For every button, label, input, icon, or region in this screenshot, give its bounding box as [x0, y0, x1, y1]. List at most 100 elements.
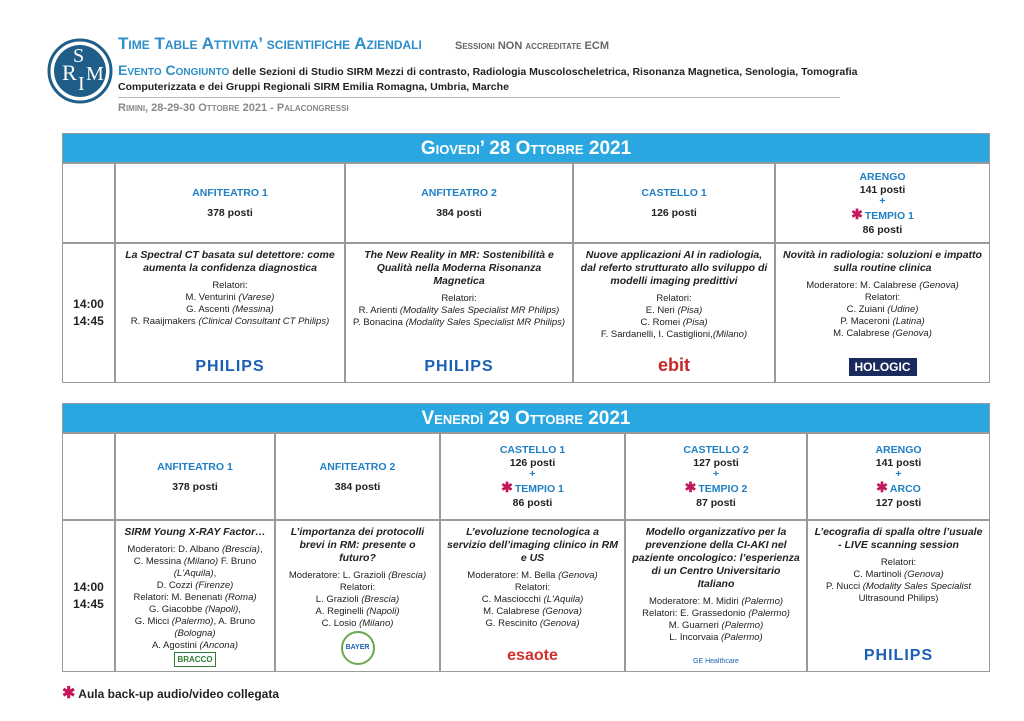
room-name: ANFITEATRO 2 [421, 187, 497, 199]
speaker-line: Relatori: [864, 292, 901, 303]
room-seats: 378 posti [172, 480, 218, 493]
speaker-line: Relatori: [339, 582, 376, 593]
room-cell: ANFITEATRO 2 384 posti [345, 163, 573, 243]
room-name-row: ✱ TEMPIO 1 [851, 206, 914, 223]
time-cell: 14:00 14:45 [62, 520, 115, 672]
room-name: CASTELLO 1 [499, 444, 566, 456]
speaker-line: C. Romei (Pisa) [640, 317, 708, 328]
room-name: ARENGO [875, 444, 922, 456]
corner-cell [62, 433, 115, 520]
session-title: SIRM Young X-RAY Factor… [124, 526, 266, 538]
room-cell: ANFITEATRO 1 378 posti [115, 433, 275, 520]
room-name-row: ANFITEATRO 1 [192, 187, 268, 199]
speaker-line: G. Ascenti (Messina) [186, 304, 274, 315]
room-name: ANFITEATRO 2 [319, 460, 396, 473]
room-cell: CASTELLO 2 127 posti + ✱ TEMPIO 2 87 posti [625, 433, 807, 520]
legend-symbol: ✱ [62, 685, 76, 702]
legend: ✱ Aula back-up audio/video collegata [62, 683, 279, 703]
speaker-line: Relatori: [441, 293, 477, 304]
room-name: TEMPIO 2 [698, 483, 748, 495]
speaker-line: C. Messina (Milano) F. Bruno (L'Aquila), [133, 556, 257, 579]
session-title: L’evoluzione tecnologica a servizio dell… [447, 526, 618, 564]
legend-text: Aula back-up audio/video collegata [78, 687, 280, 701]
room-seats: 384 posti [436, 207, 482, 219]
session-title: L’importanza dei protocolli brevi in RM:… [290, 526, 425, 564]
session-title: La Spectral CT basata sul detettore: com… [125, 249, 335, 274]
room-seats: 87 posti [696, 497, 736, 509]
speaker-line: M. Calabrese (Genova) [483, 606, 582, 617]
speaker-line: M. Venturini (Varese) [185, 292, 275, 303]
session-cell: SIRM Young X-RAY Factor… Moderatori: D. A… [115, 520, 275, 672]
speaker-line: Moderatore: M. Midiri (Palermo) [648, 596, 784, 607]
room-joiner: + [712, 468, 720, 480]
speaker-line: Relatori: [212, 280, 248, 291]
speaker-line: D. Cozzi (Firenze) [156, 580, 234, 591]
session-cell: L’importanza dei protocolli brevi in RM:… [275, 520, 440, 672]
room-name: ARCO [889, 483, 921, 495]
room-name: ARENGO [859, 170, 906, 183]
room-name: CASTELLO 2 [683, 444, 749, 456]
time-cell: 14:00 14:45 [62, 243, 115, 383]
session-cell: L’evoluzione tecnologica a servizio dell… [440, 520, 625, 672]
room-seats: 141 posti [859, 183, 906, 196]
room-cell: CASTELLO 1 126 posti [573, 163, 775, 243]
room-name-row: ✱ ARCO [876, 479, 921, 496]
session-cell: Nuove applicazioni AI in radiologia, dal… [573, 243, 775, 383]
corner-cell [62, 163, 115, 243]
room-name-row: CASTELLO 1 [500, 444, 565, 456]
session-cell: The New Reality in MR: Sostenibilità e Q… [345, 243, 573, 383]
sponsor-logo: GE Healthcare [693, 658, 739, 665]
session-cell: La Spectral CT basata sul detettore: com… [115, 243, 345, 383]
sponsor-logo: PHILIPS [863, 647, 934, 664]
room-joiner: + [895, 468, 902, 480]
room-name: ANFITEATRO 1 [157, 460, 233, 473]
room-seats: 126 posti [509, 457, 556, 469]
logo-letter: R [62, 60, 77, 85]
speaker-line: L. Incorvaia (Palermo) [669, 632, 763, 643]
time: 14:00 [73, 580, 104, 594]
room-name-row: CASTELLO 1 [641, 187, 706, 199]
speaker-line: R. Arienti (Modality Sales Specialist MR… [358, 305, 560, 316]
room-joiner: + [879, 194, 886, 207]
note: Sessioni NON accreditate ECM [455, 40, 609, 52]
session-title: Novità in radiologia: soluzioni e impatt… [783, 249, 982, 274]
room-name-row: ANFITEATRO 2 [320, 461, 396, 473]
speaker-line: P. Nucci (Modality Sales Specialist [825, 581, 972, 592]
session-title: L’ecografia di spalla oltre l’usuale - L… [814, 526, 983, 551]
speaker-line: G. Giacobbe (Napoli), [149, 604, 241, 615]
room-seats: 86 posti [512, 497, 553, 509]
speaker-line: E. Neri (Pisa) [645, 305, 703, 316]
sponsor-logo: ebit [657, 355, 690, 375]
sponsor-logo: PHILIPS [424, 358, 494, 375]
speaker-line: C. Zuiani (Udine) [846, 304, 919, 315]
sponsor-logo: esaote [507, 647, 558, 664]
speaker-line: Moderatore: M. Bella (Genova) [467, 570, 598, 581]
event: Evento Congiunto delle Sezioni di Studio… [118, 63, 858, 95]
speaker-line: Ultrasound Philips) [858, 593, 939, 604]
speaker-line: M. Calabrese (Genova) [833, 328, 932, 339]
logo-letter: M [86, 63, 104, 85]
room-cell: ARENGO 141 posti + ✱ TEMPIO 1 86 posti [775, 163, 990, 243]
speaker-line: G. Rescinito (Genova) [485, 618, 580, 629]
rule [118, 97, 840, 98]
speaker-line: L. Grazioli (Brescia) [315, 594, 400, 605]
room-seats: 141 posti [875, 457, 922, 469]
logo: R S I M [47, 38, 113, 104]
session-title: Nuove applicazioni AI in radiologia, dal… [580, 249, 768, 287]
speaker-line: Relatori: E. Grassedonio (Palermo) [642, 608, 790, 619]
logo-letter: S [73, 45, 84, 67]
room-seats: 378 posti [207, 207, 253, 219]
speaker-line: C. Masciocchi (L'Aquila) [481, 594, 584, 605]
session-title: Modello organizzativo per la prevenzione… [632, 526, 800, 590]
speaker-line: C. Losio (Milano) [321, 618, 394, 629]
speaker-line: Relatori: [656, 293, 692, 304]
title: Time Table Attivita’ scientifiche Aziend… [118, 34, 422, 53]
logo-letter: I [78, 73, 85, 95]
room-name-row: ANFITEATRO 1 [157, 461, 233, 473]
time: 14:00 [73, 297, 104, 311]
room-name-row: ANFITEATRO 2 [421, 187, 497, 199]
session-title: The New Reality in MR: Sostenibilità e Q… [364, 249, 554, 287]
speaker-line: Relatori: M. Benenati (Roma) [133, 592, 257, 603]
sponsor-logo: BRACCO [174, 652, 216, 667]
